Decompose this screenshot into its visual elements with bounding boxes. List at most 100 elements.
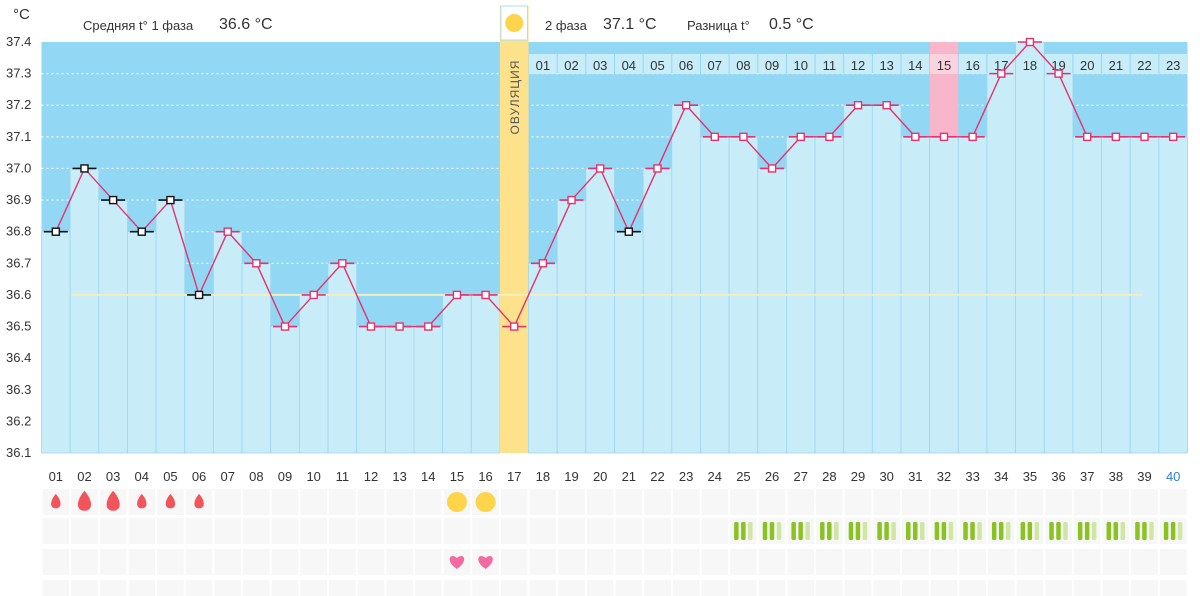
temperature-point — [108, 195, 118, 205]
discharge-bar-icon — [827, 522, 832, 540]
phase2-number-cell — [786, 54, 815, 74]
symptom-cell — [157, 580, 184, 596]
symptom-cell — [615, 580, 643, 596]
x-tick-label: 13 — [392, 469, 406, 484]
y-tick-label: 36.9 — [6, 192, 31, 207]
x-tick-label: 37 — [1080, 469, 1094, 484]
temperature-point — [767, 164, 777, 173]
symptom-cell — [357, 549, 385, 575]
phase2-day-number: 07 — [708, 58, 722, 73]
symptom-cell — [730, 580, 757, 596]
symptom-cell — [902, 489, 929, 515]
symptom-cell — [1102, 489, 1130, 515]
symptom-cell — [758, 549, 786, 575]
x-tick-label: 39 — [1137, 469, 1151, 484]
symptom-cell — [615, 518, 643, 544]
discharge-bar-icon — [1149, 522, 1154, 540]
phase2-day-number: 15 — [937, 58, 951, 73]
temperature-point — [595, 164, 605, 173]
symptom-cell — [529, 489, 557, 515]
phase1-average-label: Средняя t° 1 фаза — [83, 18, 194, 33]
symptom-cell — [816, 549, 843, 575]
temperature-bar — [614, 231, 644, 454]
symptom-cell — [71, 549, 98, 575]
symptom-cell — [500, 489, 528, 515]
phase2-day-number: 05 — [650, 58, 664, 73]
symptom-cell — [357, 489, 385, 515]
phase2-day-number: 08 — [736, 58, 750, 73]
phase2-day-number: 10 — [793, 58, 807, 73]
discharge-bar-icon — [798, 522, 803, 540]
phase2-number-cell — [872, 54, 901, 74]
x-tick-label: 01 — [49, 469, 63, 484]
temperature-bar — [871, 104, 902, 454]
symptom-cell — [214, 549, 242, 575]
discharge-bar-icon — [1063, 522, 1068, 540]
phase2-number-cell — [557, 54, 586, 74]
symptom-cell — [443, 518, 471, 544]
symptom-cell — [787, 549, 815, 575]
symptom-cell — [414, 580, 442, 596]
symptom-cell — [930, 549, 958, 575]
phase2-day-number: 16 — [965, 58, 979, 73]
x-tick-label: 22 — [650, 469, 664, 484]
temperature-point — [452, 290, 462, 300]
y-tick-label: 37.3 — [6, 66, 31, 81]
phase2-average-label: 2 фаза — [545, 18, 587, 33]
symptom-cell — [271, 580, 299, 596]
symptom-cell — [529, 580, 557, 596]
ovulation-sun-icon — [505, 14, 524, 32]
x-tick-label: 20 — [593, 469, 607, 484]
temperature-bar — [442, 294, 472, 454]
symptom-cell — [586, 489, 614, 515]
symptom-cell — [672, 580, 700, 596]
symptom-cell — [243, 489, 270, 515]
symptom-cell — [758, 489, 786, 515]
x-tick-label: 28 — [822, 469, 836, 484]
discharge-bar-icon — [848, 522, 854, 540]
symptom-cell — [157, 549, 184, 575]
discharge-bar-icon — [1177, 522, 1183, 540]
temperature-point — [796, 132, 805, 142]
symptom-cell — [873, 580, 900, 596]
symptom-cell — [386, 549, 413, 575]
discharge-bar-icon — [1142, 522, 1147, 540]
symptom-cell — [99, 518, 127, 544]
temperature-bar — [1015, 41, 1045, 454]
phase2-day-number: 21 — [1109, 58, 1123, 73]
blood-drop-icon — [106, 490, 120, 511]
temperature-point — [137, 227, 146, 236]
temperature-point — [309, 290, 318, 300]
y-tick-label: 36.7 — [6, 255, 31, 270]
temperature-bar — [98, 199, 128, 454]
symptom-cell — [414, 518, 442, 544]
temperature-point — [51, 227, 61, 236]
y-tick-label: 37.4 — [6, 34, 31, 49]
symptom-cell — [300, 489, 327, 515]
phase2-day-number: 01 — [536, 58, 550, 73]
symptom-cell — [271, 489, 299, 515]
temperature-point — [1083, 132, 1092, 142]
phase2-number-cell — [1073, 54, 1102, 74]
x-tick-label: 30 — [879, 469, 893, 484]
symptom-cell — [1016, 580, 1044, 596]
temperature-point — [252, 259, 261, 268]
temperature-bar — [298, 294, 329, 454]
symptom-cell — [300, 518, 327, 544]
x-tick-label: 15 — [450, 469, 464, 484]
symptom-cell — [300, 580, 327, 596]
symptom-cell — [959, 580, 986, 596]
temperature-bar — [1158, 136, 1188, 454]
x-tick-label: 16 — [478, 469, 492, 484]
symptom-cell — [558, 489, 585, 515]
symptom-cell — [1131, 580, 1158, 596]
temperature-bar — [413, 326, 444, 454]
symptom-cell — [357, 518, 385, 544]
phase2-day-number: 13 — [879, 58, 893, 73]
symptom-cell — [386, 518, 413, 544]
x-tick-label: 18 — [536, 469, 550, 484]
temperature-bar — [585, 168, 615, 454]
y-tick-label: 37.2 — [6, 97, 31, 112]
discharge-bar-icon — [1106, 522, 1112, 540]
